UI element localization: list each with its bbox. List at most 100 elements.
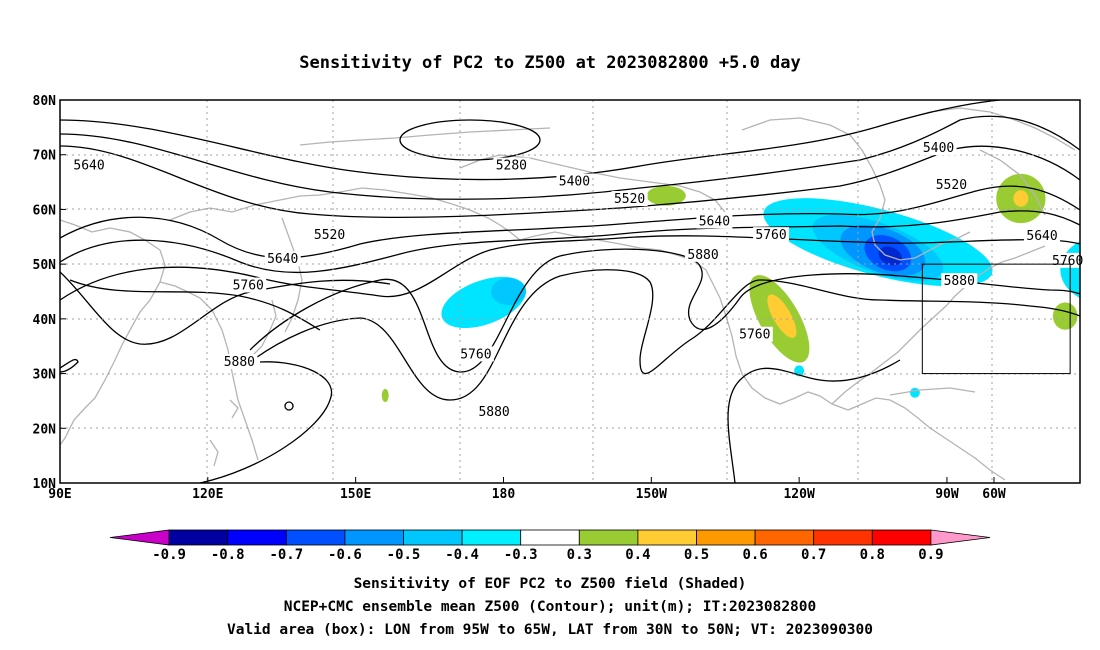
x-tick-label: 180 bbox=[492, 487, 516, 502]
contour-labels: 5280 5400 5400 5520 5520 5520 5640 5640 5640 5640… bbox=[71, 140, 1086, 420]
x-tick-label: 90W bbox=[935, 487, 959, 502]
colorbar-label: -0.9 bbox=[152, 547, 186, 563]
shaded-area-14 bbox=[1052, 302, 1078, 330]
contour-label: 5640 bbox=[1026, 229, 1057, 244]
x-tick-label: 150E bbox=[340, 487, 371, 502]
x-tick-label: 120W bbox=[783, 487, 814, 502]
contour-label-bg bbox=[685, 246, 722, 262]
contour-label: 5760 bbox=[1052, 254, 1083, 269]
colorbar-label: 0.9 bbox=[918, 547, 943, 563]
y-axis: 10N 20N 30N 40N 50N 60N 70N 80N bbox=[33, 94, 66, 492]
contour-label-bg bbox=[611, 191, 648, 207]
colorbar-swatch bbox=[578, 529, 639, 546]
y-tick-label: 60N bbox=[33, 203, 57, 218]
caption-line-1: Sensitivity of EOF PC2 to Z500 field (Sh… bbox=[354, 576, 747, 592]
colorbar-swatch bbox=[696, 529, 756, 546]
map-background bbox=[60, 100, 1080, 483]
x-axis: 90E 120E 150E 180 150W 120W 90W 60W bbox=[48, 477, 1006, 502]
colorbar-swatch bbox=[344, 529, 404, 546]
colorbar: -0.9 -0.8 -0.7 -0.6 -0.5 -0.4 -0.3 0.3 0.4 0.5 0.6… bbox=[109, 529, 991, 563]
colorbar-label: 0.5 bbox=[684, 547, 709, 563]
contour-label: 5880 bbox=[687, 248, 718, 263]
contour-label-bg bbox=[753, 227, 790, 243]
contour-label: 5400 bbox=[559, 175, 590, 190]
contour-label: 5520 bbox=[314, 228, 345, 243]
x-tick-label: 90E bbox=[48, 487, 71, 502]
colorbar-label: -0.7 bbox=[269, 547, 303, 563]
contour-label-bg bbox=[230, 277, 267, 293]
shaded-area-16 bbox=[381, 388, 389, 403]
contour-label: 5760 bbox=[755, 228, 786, 243]
contour-label: 5880 bbox=[224, 355, 255, 370]
colorbar-swatch bbox=[285, 529, 346, 546]
contour-label-bg bbox=[941, 273, 978, 289]
gridlines bbox=[60, 100, 1080, 483]
contour-label: 5640 bbox=[699, 214, 730, 229]
contour-label-bg bbox=[556, 173, 593, 189]
shaded-area-18 bbox=[910, 387, 920, 398]
colorbar-swatch bbox=[754, 529, 815, 546]
colorbar-label: 0.7 bbox=[801, 547, 826, 563]
colorbar-label: -0.3 bbox=[504, 547, 538, 563]
colorbar-max-arrow bbox=[930, 529, 991, 546]
colorbar-label: -0.5 bbox=[387, 547, 421, 563]
contour-label-bg bbox=[264, 251, 301, 267]
valid-area-rect bbox=[921, 263, 1071, 375]
contour-label-bg bbox=[311, 227, 348, 243]
shaded-area-11 bbox=[646, 185, 686, 206]
colorbar-swatch bbox=[461, 529, 522, 546]
contour-label: 5640 bbox=[267, 252, 298, 267]
colorbar-label: 0.4 bbox=[625, 547, 650, 563]
colorbar-swatch bbox=[637, 529, 697, 546]
contour-label-bg bbox=[476, 403, 513, 419]
contour-label: 5760 bbox=[739, 328, 770, 343]
colorbar-label: -0.8 bbox=[211, 547, 245, 563]
y-tick-label: 30N bbox=[33, 368, 57, 383]
colorbar-swatch bbox=[227, 529, 287, 546]
colorbar-swatch bbox=[813, 529, 873, 546]
y-tick-label: 70N bbox=[33, 149, 57, 164]
colorbar-swatch bbox=[520, 529, 580, 546]
x-tick-label: 150W bbox=[636, 487, 667, 502]
map-frame bbox=[59, 99, 1081, 484]
figure-title: Sensitivity of PC2 to Z500 at 2023082800… bbox=[299, 53, 801, 73]
contour-label-bg bbox=[920, 140, 957, 156]
shaded-area-6 bbox=[878, 246, 903, 266]
shaded-area-15 bbox=[1079, 194, 1080, 203]
colorbar-label: -0.6 bbox=[328, 547, 362, 563]
contour-label-bg bbox=[221, 354, 258, 370]
contour-label: 5760 bbox=[233, 278, 264, 293]
contour-label: 5520 bbox=[936, 178, 967, 193]
shaded-area-19 bbox=[1096, 386, 1100, 399]
colorbar-label: -0.4 bbox=[445, 547, 479, 563]
caption: Sensitivity of EOF PC2 to Z500 field (Sh… bbox=[227, 576, 873, 638]
shaded-area-8 bbox=[1095, 259, 1100, 292]
x-tick-label: 120E bbox=[192, 487, 223, 502]
colorbar-label: 0.8 bbox=[860, 547, 885, 563]
contour-label-bg bbox=[493, 157, 530, 173]
contour-label-bg bbox=[71, 157, 108, 173]
contour-label: 5880 bbox=[478, 405, 509, 420]
colorbar-swatch bbox=[168, 529, 229, 546]
contour-label: 5400 bbox=[923, 141, 954, 156]
contour-label-bg bbox=[696, 213, 733, 229]
map-area: 5280 5400 5400 5520 5520 5520 5640 5640 5640 5640… bbox=[59, 99, 1100, 484]
y-tick-label: 80N bbox=[33, 94, 57, 109]
contour-label-bg bbox=[1024, 228, 1061, 244]
y-tick-label: 50N bbox=[33, 258, 57, 273]
colorbar-swatch bbox=[403, 529, 463, 546]
contour-label: 5880 bbox=[944, 274, 975, 289]
shaded-area-10 bbox=[767, 294, 797, 338]
contour-label-bg bbox=[933, 176, 970, 192]
y-tick-label: 20N bbox=[33, 422, 57, 437]
shaded-area-13 bbox=[1013, 190, 1029, 207]
colorbar-label: 0.6 bbox=[742, 547, 767, 563]
caption-line-3: Valid area (box): LON from 95W to 65W, L… bbox=[227, 622, 873, 638]
contour-label: 5640 bbox=[73, 159, 104, 174]
y-tick-label: 40N bbox=[33, 313, 57, 328]
contour-label: 5280 bbox=[496, 159, 527, 174]
colorbar-label: 0.3 bbox=[567, 547, 592, 563]
x-tick-label: 60W bbox=[982, 487, 1006, 502]
colorbar-min-arrow bbox=[109, 529, 170, 546]
